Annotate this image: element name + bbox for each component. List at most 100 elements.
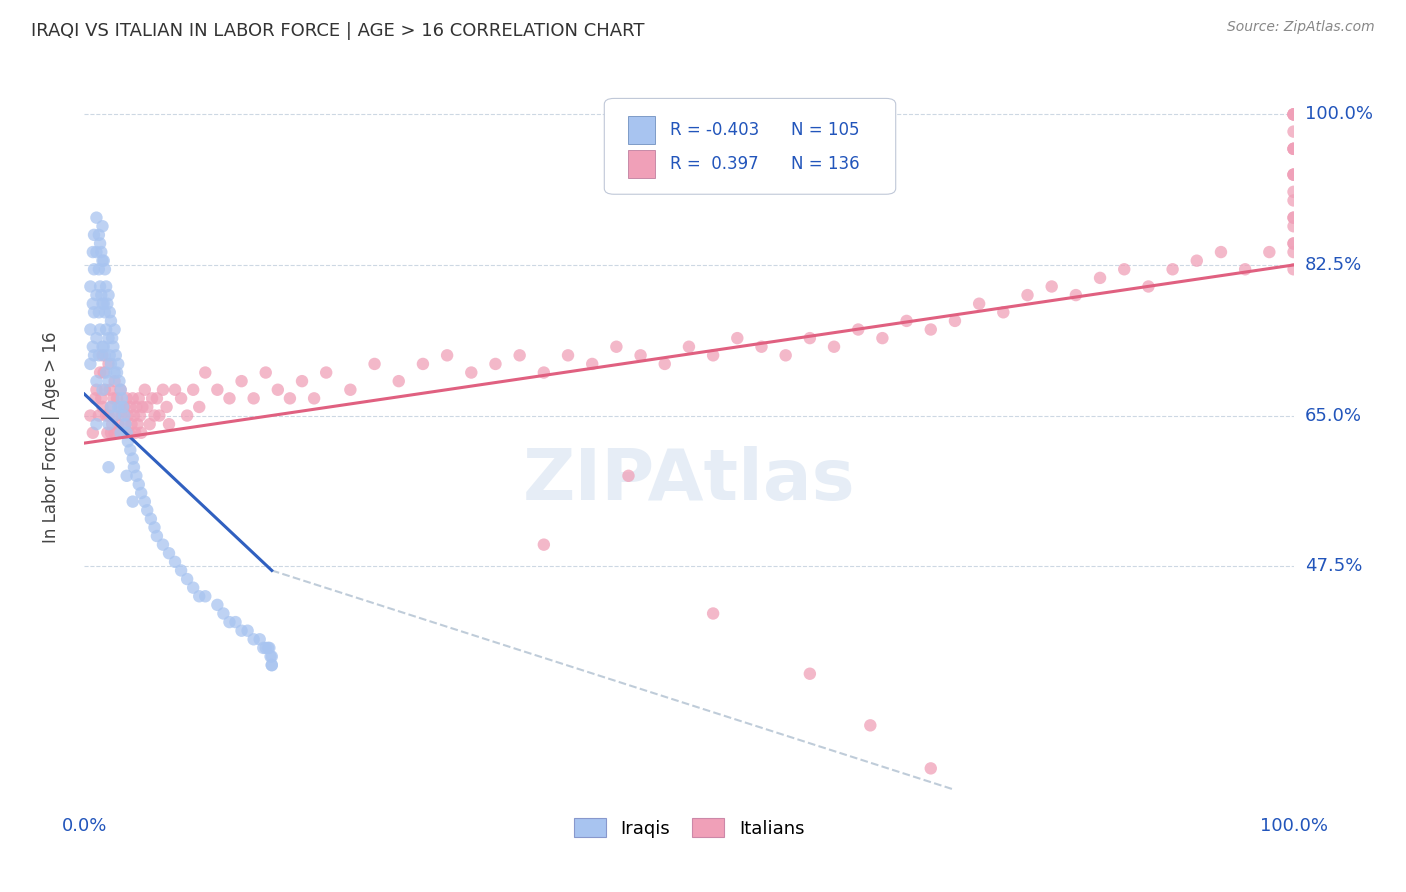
Point <box>91 400 114 414</box>
Point <box>896 314 918 328</box>
Point <box>157 546 180 560</box>
Point <box>86 417 108 432</box>
Point <box>702 607 724 621</box>
Point <box>87 409 110 423</box>
Point <box>97 409 120 423</box>
Point <box>129 425 152 440</box>
Point <box>225 615 247 629</box>
Point <box>252 640 274 655</box>
Point <box>943 314 966 328</box>
Point <box>1282 185 1305 199</box>
Point <box>90 288 112 302</box>
Point <box>242 632 264 647</box>
Point <box>89 279 111 293</box>
Point <box>617 468 640 483</box>
Text: 65.0%: 65.0% <box>1305 407 1361 425</box>
Point <box>108 374 131 388</box>
Point <box>148 409 170 423</box>
Point <box>94 348 117 362</box>
Point <box>509 348 531 362</box>
Point <box>1282 245 1305 260</box>
Point <box>104 348 127 362</box>
Point <box>134 383 156 397</box>
Point <box>388 374 411 388</box>
Point <box>97 460 120 475</box>
Point <box>97 288 120 302</box>
Point <box>920 322 942 336</box>
Point <box>1282 168 1305 182</box>
Point <box>101 417 124 432</box>
Point <box>82 245 104 260</box>
Bar <box>628 151 655 178</box>
Point <box>87 227 110 242</box>
Point <box>100 400 122 414</box>
Point <box>104 322 127 336</box>
Point <box>141 392 163 406</box>
Point <box>86 211 108 225</box>
Point <box>1282 107 1305 121</box>
Point <box>1282 262 1305 277</box>
Point <box>1282 236 1305 251</box>
Text: R = -0.403: R = -0.403 <box>669 121 759 139</box>
Point <box>920 761 942 775</box>
Point <box>134 494 156 508</box>
Point <box>136 503 159 517</box>
Point <box>146 529 169 543</box>
Point <box>86 245 108 260</box>
Point <box>872 331 894 345</box>
Point <box>128 392 150 406</box>
Point <box>89 366 111 380</box>
Point <box>1282 107 1305 121</box>
Point <box>93 253 115 268</box>
Point <box>115 392 138 406</box>
Point <box>1209 245 1232 260</box>
Point <box>259 640 281 655</box>
FancyBboxPatch shape <box>605 98 896 194</box>
Point <box>79 357 101 371</box>
Point <box>121 417 143 432</box>
Point <box>79 279 101 293</box>
Point <box>104 374 127 388</box>
Point <box>98 348 121 362</box>
Point <box>1282 142 1305 156</box>
Point <box>254 366 277 380</box>
Point <box>993 305 1015 319</box>
Point <box>678 340 700 354</box>
Point <box>155 400 177 414</box>
Point <box>104 409 127 423</box>
Point <box>143 520 166 534</box>
Point <box>152 538 174 552</box>
Point <box>249 632 271 647</box>
Point <box>138 417 160 432</box>
Point <box>121 494 143 508</box>
Point <box>94 322 117 336</box>
Point <box>97 331 120 345</box>
Point <box>1282 168 1305 182</box>
Point <box>1282 125 1305 139</box>
Point <box>121 392 143 406</box>
Point <box>97 417 120 432</box>
Point <box>188 589 211 603</box>
Point <box>87 305 110 319</box>
Point <box>91 253 114 268</box>
Point <box>218 392 240 406</box>
Point <box>152 383 174 397</box>
Point <box>799 666 821 681</box>
Point <box>823 340 845 354</box>
Point <box>98 383 121 397</box>
Point <box>254 640 277 655</box>
Point <box>91 348 114 362</box>
Point <box>87 262 110 277</box>
Legend: Iraqis, Italians: Iraqis, Italians <box>567 811 811 845</box>
Point <box>107 417 129 432</box>
Point <box>188 400 211 414</box>
Point <box>111 392 134 406</box>
Point <box>176 409 198 423</box>
Point <box>112 425 135 440</box>
Point <box>194 589 217 603</box>
Point <box>1282 194 1305 208</box>
Point <box>94 366 117 380</box>
Point <box>91 383 114 397</box>
Point <box>1282 211 1305 225</box>
Point <box>112 400 135 414</box>
